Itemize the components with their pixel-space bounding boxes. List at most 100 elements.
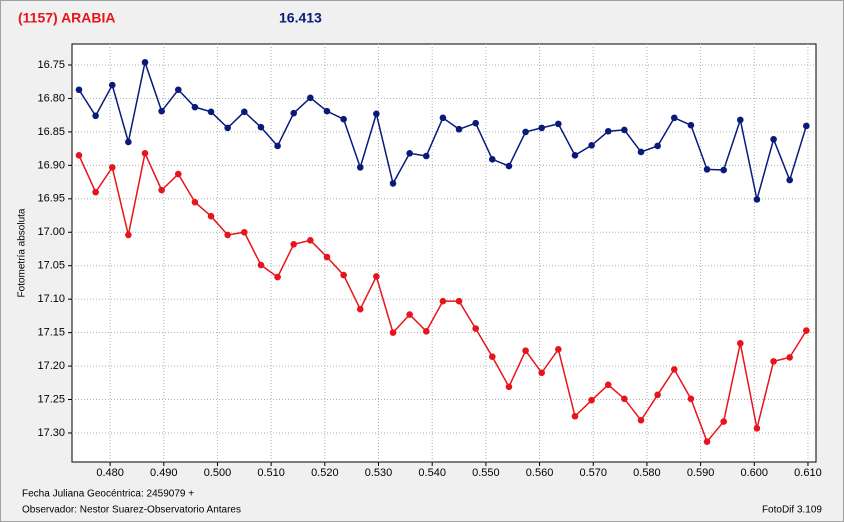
data-point <box>670 366 678 373</box>
data-point <box>191 103 199 111</box>
data-point <box>555 120 562 128</box>
chart-title: (1157) ARABIA <box>18 10 116 26</box>
data-point <box>241 108 248 116</box>
footer-software: FotoDif 3.109 <box>762 505 822 516</box>
footer-date: Fecha Juliana Geocéntrica: 2459079 + <box>22 489 194 500</box>
data-point <box>406 150 413 157</box>
data-point <box>472 119 479 127</box>
data-point <box>621 395 628 403</box>
y-tick-label: 16.80 <box>37 92 65 104</box>
data-point <box>340 115 347 123</box>
data-point <box>125 231 132 239</box>
x-tick-label: 0.530 <box>365 467 393 479</box>
data-point <box>489 156 496 163</box>
series <box>75 150 810 445</box>
data-point <box>356 164 364 171</box>
series <box>75 59 810 203</box>
data-point <box>389 329 397 336</box>
y-tick-label: 17.00 <box>37 226 65 238</box>
data-point <box>703 166 711 173</box>
data-point <box>290 109 297 117</box>
x-tick-label: 0.520 <box>311 467 339 479</box>
y-tick-label: 16.90 <box>37 159 65 171</box>
data-point <box>472 325 479 332</box>
data-point <box>654 142 661 150</box>
data-point <box>92 188 99 196</box>
data-point <box>307 236 314 244</box>
data-point <box>323 107 331 115</box>
plot-area <box>71 43 817 463</box>
x-tick-label: 0.510 <box>257 467 285 479</box>
data-point <box>770 135 777 143</box>
data-point <box>505 162 513 170</box>
data-point <box>687 395 695 403</box>
data-point <box>670 114 678 122</box>
data-point <box>389 180 397 187</box>
data-point <box>174 170 182 178</box>
data-point <box>720 166 727 174</box>
data-point <box>637 416 645 424</box>
data-point <box>125 138 132 146</box>
x-tick-label: 0.500 <box>204 467 232 479</box>
data-point <box>241 228 248 236</box>
y-tick-label: 17.05 <box>37 260 65 272</box>
data-point <box>158 107 165 115</box>
data-point <box>224 124 231 132</box>
y-tick-label: 17.25 <box>37 393 65 405</box>
data-point <box>75 86 83 94</box>
x-tick-label: 0.580 <box>633 467 661 479</box>
data-point <box>637 148 645 156</box>
data-point <box>770 358 777 365</box>
data-point <box>224 231 231 239</box>
data-point <box>786 176 793 184</box>
data-point <box>505 383 513 391</box>
data-point <box>455 125 463 133</box>
data-point <box>555 346 562 353</box>
data-point <box>191 198 199 206</box>
y-tick-label: 16.85 <box>37 126 65 138</box>
x-tick-label: 0.610 <box>794 467 822 479</box>
data-point <box>654 391 661 399</box>
data-point <box>786 354 793 361</box>
data-point <box>538 369 545 377</box>
data-point <box>207 212 215 220</box>
data-point <box>257 261 265 269</box>
x-tick-label: 0.540 <box>418 467 446 479</box>
y-tick-label: 17.10 <box>37 293 65 305</box>
y-axis-label: Fotometría absoluta <box>17 208 28 297</box>
data-point <box>422 152 430 160</box>
footer-observer: Observador: Nestor Suarez-Observatorio A… <box>22 505 241 516</box>
data-point <box>522 128 529 136</box>
data-point <box>588 141 595 149</box>
data-point <box>158 186 165 194</box>
data-point <box>571 412 579 420</box>
x-tick-label: 0.560 <box>526 467 554 479</box>
data-point <box>141 150 149 157</box>
data-point <box>274 273 281 281</box>
data-point <box>803 122 810 130</box>
chart-subtitle: 16.413 <box>279 10 322 26</box>
data-point <box>307 94 314 102</box>
data-point <box>323 253 331 261</box>
data-point <box>687 121 695 129</box>
data-point <box>703 438 711 445</box>
data-point <box>340 271 347 279</box>
data-point <box>207 108 215 116</box>
data-point <box>373 273 380 280</box>
data-point <box>373 110 380 118</box>
data-point <box>422 327 430 335</box>
y-tick-label: 16.75 <box>37 59 65 71</box>
data-point <box>522 347 529 354</box>
y-tick-label: 17.15 <box>37 327 65 339</box>
data-point <box>803 327 810 334</box>
data-point <box>753 424 761 432</box>
y-tick-label: 16.95 <box>37 193 65 205</box>
x-tick-label: 0.600 <box>741 467 769 479</box>
y-tick-label: 17.20 <box>37 360 65 372</box>
data-point <box>588 396 595 404</box>
data-point <box>753 196 761 203</box>
data-point <box>356 305 364 313</box>
data-point <box>604 127 612 135</box>
x-tick-label: 0.590 <box>687 467 715 479</box>
